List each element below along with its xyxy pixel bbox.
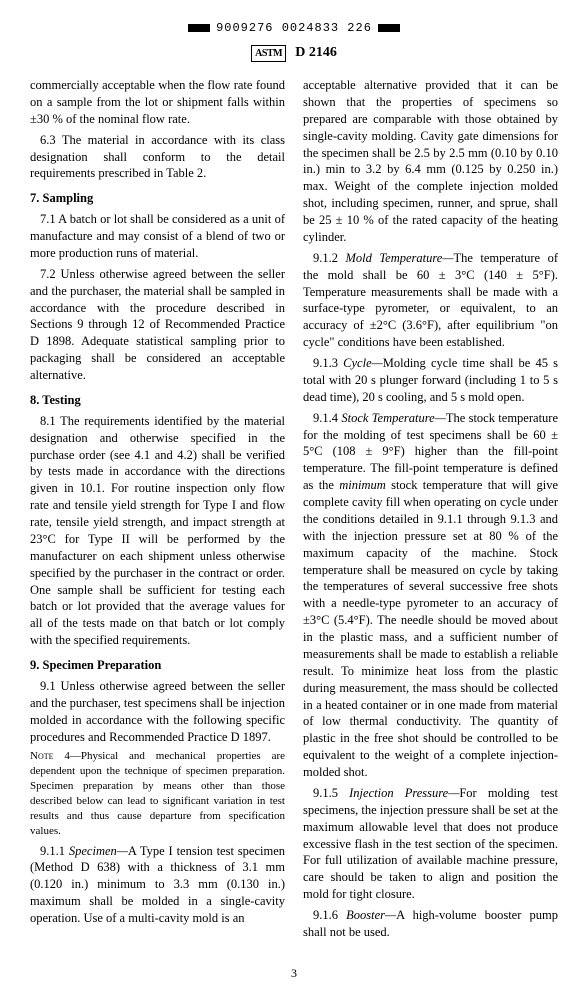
note-4: Note 4—Physical and mechanical propertie… (30, 749, 285, 838)
section-9-head: 9. Specimen Preparation (30, 657, 285, 674)
para-9-1-6: 9.1.6 Booster—A high-volume booster pump… (303, 907, 558, 941)
text-9-1-4-min: minimum (339, 478, 386, 492)
para-9-1-2: 9.1.2 Mold Temperature—The temperature o… (303, 250, 558, 351)
num-9-1-2: 9.1.2 (313, 251, 346, 265)
label-9-1-1: Specimen— (69, 844, 128, 858)
note-4-title: Note 4 (30, 750, 70, 762)
num-9-1-3: 9.1.3 (313, 356, 343, 370)
astm-logo: ASTM (251, 45, 286, 63)
text-9-1-4b: stock temperature that will give complet… (303, 478, 558, 779)
num-9-1-5: 9.1.5 (313, 786, 349, 800)
label-9-1-3: Cycle— (343, 356, 383, 370)
para-9-1-1: 9.1.1 Specimen—A Type I tension test spe… (30, 843, 285, 927)
left-column: commercially acceptable when the flow ra… (30, 77, 285, 945)
num-9-1-4: 9.1.4 (313, 411, 341, 425)
para-7-1: 7.1 A batch or lot shall be considered a… (30, 211, 285, 262)
para-7-2: 7.2 Unless otherwise agreed between the … (30, 266, 285, 384)
text-7-1: A batch or lot shall be considered as a … (30, 212, 285, 260)
right-column: acceptable alternative provided that it … (303, 77, 558, 945)
para-9-1-4: 9.1.4 Stock Temperature—The stock temper… (303, 410, 558, 781)
text-6-3: The material in accordance with its clas… (30, 133, 285, 181)
text-9-1-2: The temperature of the mold shall be 60 … (303, 251, 558, 349)
num-9-1: 9.1 (40, 679, 56, 693)
para-9-1: 9.1 Unless otherwise agreed between the … (30, 678, 285, 746)
para-9-1-5: 9.1.5 Injection Pressure—For molding tes… (303, 785, 558, 903)
para-9-1-3: 9.1.3 Cycle—Molding cycle time shall be … (303, 355, 558, 406)
para-9-1-1-cont: acceptable alternative provided that it … (303, 77, 558, 246)
para-flow-rate-cont: commercially acceptable when the flow ra… (30, 77, 285, 128)
page-number: 3 (30, 965, 558, 981)
para-8-1: 8.1 The requirements identified by the m… (30, 413, 285, 649)
text-8-1: The requirements identified by the mater… (30, 414, 285, 647)
para-6-3: 6.3 The material in accordance with its … (30, 132, 285, 183)
num-8-1: 8.1 (40, 414, 56, 428)
label-9-1-6: Booster— (346, 908, 396, 922)
section-7-head: 7. Sampling (30, 190, 285, 207)
label-9-1-2: Mold Temperature— (346, 251, 454, 265)
two-column-body: commercially acceptable when the flow ra… (30, 77, 558, 945)
num-7-2: 7.2 (40, 267, 56, 281)
text-9-1: Unless otherwise agreed between the sell… (30, 679, 285, 744)
label-9-1-4: Stock Temperature— (341, 411, 445, 425)
section-8-head: 8. Testing (30, 392, 285, 409)
num-9-1-1: 9.1.1 (40, 844, 69, 858)
num-9-1-6: 9.1.6 (313, 908, 346, 922)
text-7-2: Unless otherwise agreed between the sell… (30, 267, 285, 382)
num-6-3: 6.3 (40, 133, 56, 147)
label-9-1-5: Injection Pressure— (349, 786, 459, 800)
note-4-body: —Physical and mechanical properties are … (30, 750, 285, 836)
document-number: D 2146 (295, 45, 337, 60)
text-9-1-5: For molding test specimens, the injectio… (303, 786, 558, 901)
document-header: ASTM D 2146 (30, 44, 558, 63)
num-7-1: 7.1 (40, 212, 56, 226)
top-barcode-text: 9009276 0024833 226 (30, 20, 558, 36)
